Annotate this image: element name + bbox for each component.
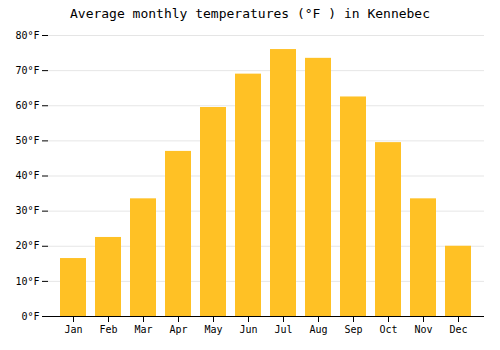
svg-text:50°F: 50°F (15, 135, 39, 146)
svg-text:70°F: 70°F (15, 65, 39, 76)
svg-text:Dec: Dec (449, 324, 467, 335)
svg-text:Jan: Jan (64, 324, 82, 335)
svg-text:Jul: Jul (274, 324, 292, 335)
html-text:Average monthly temperatures (: Average monthly temperatures (°F ) in Ke… (70, 6, 430, 21)
svg-text:Sep: Sep (344, 324, 362, 335)
svg-text:80°F: 80°F (15, 30, 39, 41)
svg-text:10°F: 10°F (15, 276, 39, 287)
svg-text:Jun: Jun (239, 324, 257, 335)
svg-text:Mar: Mar (134, 324, 152, 335)
svg-text:Aug: Aug (309, 324, 327, 335)
svg-text:Feb: Feb (99, 324, 117, 335)
svg-text:60°F: 60°F (15, 100, 39, 111)
svg-text:0°F: 0°F (21, 311, 39, 322)
svg-text:20°F: 20°F (15, 240, 39, 251)
svg-text:30°F: 30°F (15, 205, 39, 216)
svg-text:Apr: Apr (169, 324, 187, 335)
svg-text:May: May (204, 324, 222, 335)
svg-text:Nov: Nov (414, 324, 432, 335)
svg-text:Oct: Oct (379, 324, 397, 335)
svg-text:40°F: 40°F (15, 170, 39, 181)
